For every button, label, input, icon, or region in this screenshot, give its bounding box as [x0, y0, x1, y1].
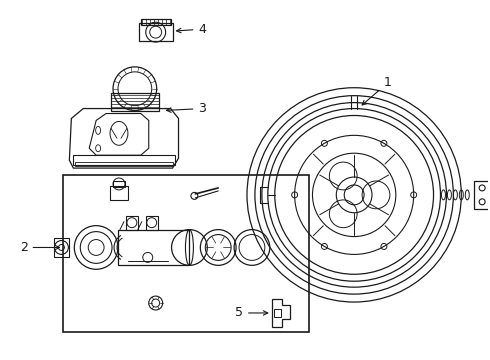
- Bar: [274, 309, 281, 317]
- Text: 4: 4: [176, 23, 206, 36]
- Bar: [141, 19, 171, 25]
- Bar: [111, 93, 159, 111]
- Text: 5: 5: [235, 306, 268, 319]
- Bar: [63, 175, 310, 332]
- Bar: [75, 162, 172, 166]
- Bar: [118, 230, 190, 265]
- Bar: [54, 238, 70, 257]
- Text: 1: 1: [362, 76, 392, 105]
- Bar: [139, 23, 172, 41]
- Bar: [126, 216, 138, 230]
- Text: 2: 2: [20, 241, 59, 254]
- Bar: [474, 181, 490, 209]
- Bar: [146, 216, 158, 230]
- Text: 3: 3: [167, 102, 206, 115]
- Bar: [110, 186, 128, 200]
- Bar: [74, 155, 174, 165]
- Bar: [113, 181, 125, 187]
